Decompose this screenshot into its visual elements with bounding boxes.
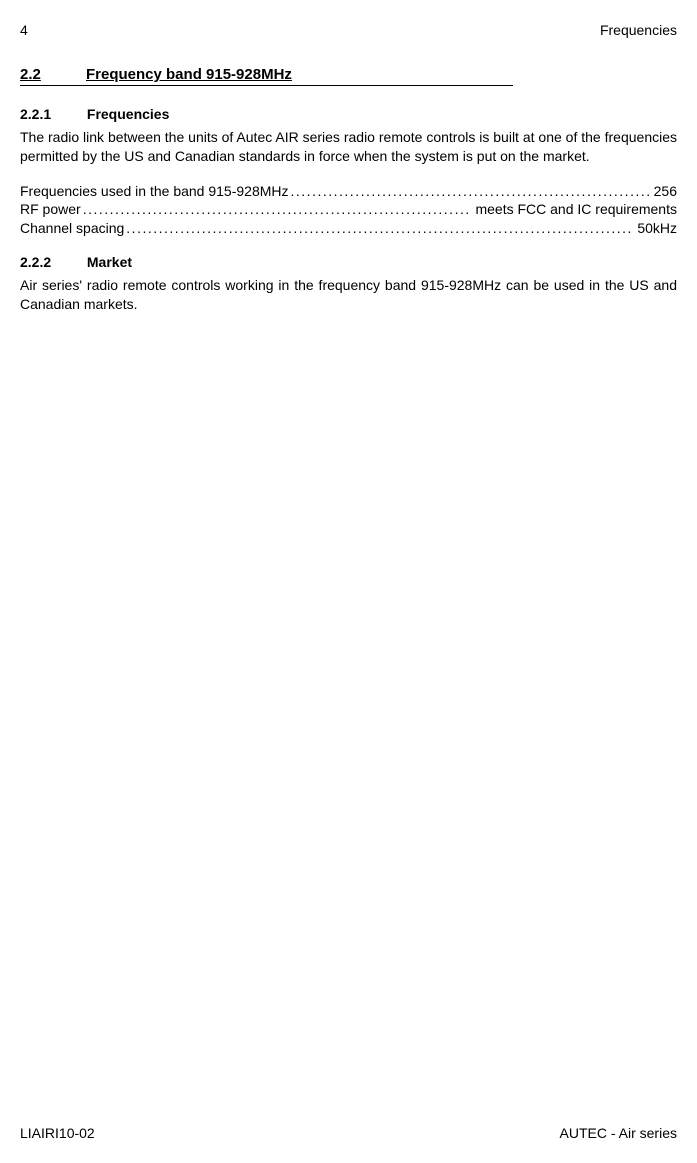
page-number: 4: [20, 22, 28, 38]
spec-line-frequencies-count: Frequencies used in the band 915-928MHz …: [20, 182, 677, 201]
product-name: AUTEC - Air series: [560, 1125, 677, 1141]
paragraph-frequencies: The radio link between the units of Aute…: [20, 128, 677, 166]
section-number: 2.2: [20, 66, 86, 83]
leader-dots: ........................................…: [124, 219, 633, 238]
spec-value: meets FCC and IC requirements: [471, 200, 677, 219]
subsection-number: 2.2.2: [20, 254, 83, 270]
subsection-title: Frequencies: [87, 106, 169, 122]
leader-dots: ........................................…: [81, 200, 472, 219]
spec-label: Channel spacing: [20, 219, 124, 238]
paragraph-market: Air series' radio remote controls workin…: [20, 276, 677, 314]
spec-line-rf-power: RF power ...............................…: [20, 200, 677, 219]
spec-label: Frequencies used in the band 915-928MHz: [20, 182, 289, 201]
spec-block: Frequencies used in the band 915-928MHz …: [20, 182, 677, 239]
section-heading: 2.2 Frequency band 915-928MHz: [20, 66, 513, 86]
section-title: Frequency band 915-928MHz: [86, 66, 292, 83]
leader-dots: ........................................…: [289, 182, 650, 201]
subsection-title: Market: [87, 254, 132, 270]
spec-value: 50kHz: [633, 219, 677, 238]
page-footer: LIAIRI10-02 AUTEC - Air series: [20, 1125, 677, 1141]
doc-code: LIAIRI10-02: [20, 1125, 95, 1141]
chapter-title: Frequencies: [600, 22, 677, 38]
spec-value: 256: [650, 182, 677, 201]
subsection-heading-market: 2.2.2 Market: [20, 254, 677, 270]
subsection-heading-frequencies: 2.2.1 Frequencies: [20, 106, 677, 122]
spec-label: RF power: [20, 200, 81, 219]
page-header: 4 Frequencies: [20, 22, 677, 38]
spec-line-channel-spacing: Channel spacing ........................…: [20, 219, 677, 238]
subsection-number: 2.2.1: [20, 106, 83, 122]
